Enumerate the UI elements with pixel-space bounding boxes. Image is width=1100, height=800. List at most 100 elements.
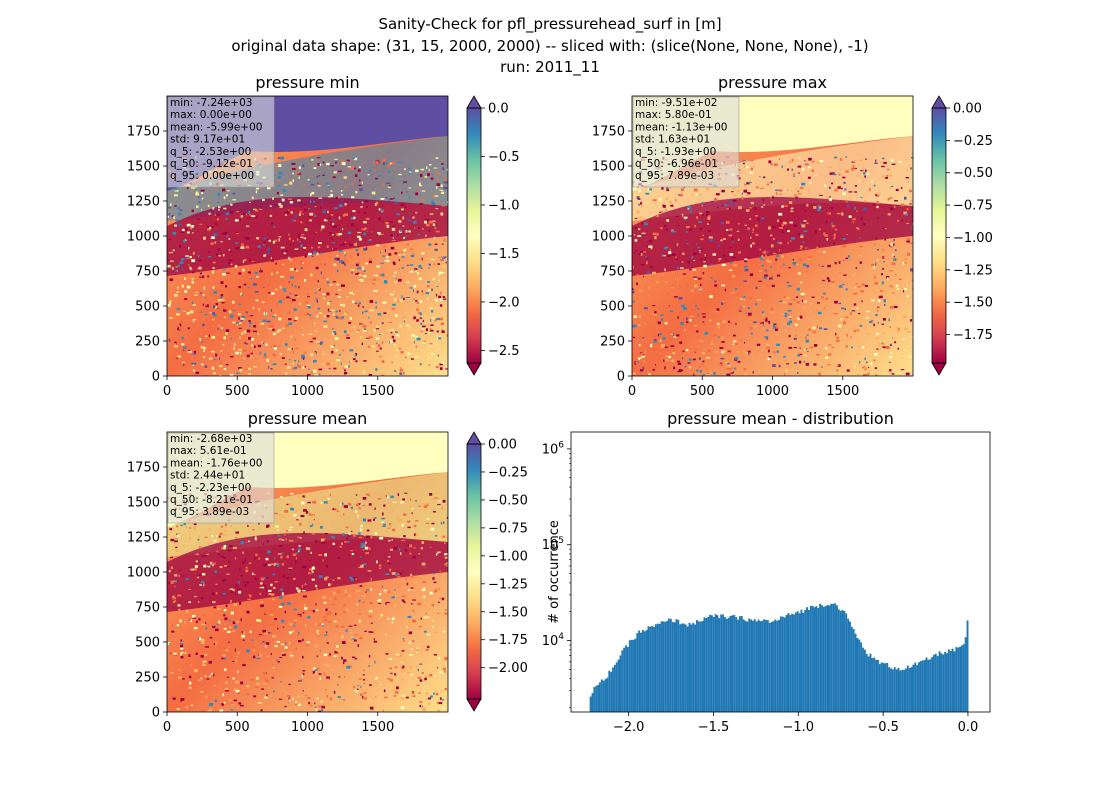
heatmap-pixel [199,643,201,647]
heatmap-pixel [759,248,762,251]
heatmap-pixel [794,362,797,364]
heatmap-pixel [297,236,301,239]
histogram-bar [796,611,799,712]
heatmap-pixel [314,291,317,294]
heatmap-pixel [315,708,318,712]
heatmap-pixel [282,327,285,329]
heatmap-pixel [868,188,871,191]
heatmap-pixel [319,312,322,314]
heatmap-pixel [289,181,293,185]
histogram-bar [641,629,644,712]
heatmap-pixel [357,688,359,691]
heatmap-pixel [238,367,242,370]
heatmap-pixel [646,345,651,348]
heatmap-pixel [269,205,272,207]
heatmap-pixel [178,223,182,227]
heatmap-pixel [204,536,208,538]
heatmap-pixel [363,328,367,330]
heatmap-pixel [335,161,338,164]
heatmap-pixel [876,348,879,350]
heatmap-pixel [304,279,306,282]
heatmap-pixel [297,237,299,241]
heatmap-pixel [327,308,330,312]
heatmap-pixel [262,319,267,322]
heatmap-pixel [285,211,290,214]
heatmap-pixel [805,336,807,339]
heatmap-pixel [911,336,913,338]
heatmap-pixel [281,250,283,253]
heatmap-pixel [245,692,250,696]
heatmap-pixel [435,299,438,302]
heatmap-pixel [208,212,211,215]
heatmap-pixel [274,512,278,515]
heatmap-pixel [431,604,435,607]
heatmap-pixel [638,344,641,347]
heatmap-pixel [665,281,667,284]
heatmap-pixel [394,595,397,598]
heatmap-pixel [791,158,794,162]
heatmap-pixel [745,193,749,197]
heatmap-pixel [278,203,282,206]
heatmap-pixel [761,217,765,220]
heatmap-pixel [170,709,174,712]
heatmap-pixel [401,650,405,652]
heatmap-pixel [291,219,294,222]
heatmap-pixel [763,204,765,206]
heatmap-pixel [193,669,198,673]
heatmap-pixel [222,232,226,235]
heatmap-pixel [888,174,893,177]
heatmap-pixel [418,553,421,555]
histogram-bar [653,626,655,712]
heatmap-pixel [411,647,413,651]
heatmap-pixel [271,663,274,665]
heatmap-pixel [400,622,402,624]
heatmap-pixel [232,192,236,195]
heatmap-pixel [788,342,790,345]
heatmap-pixel [699,228,703,230]
heatmap-pixel [693,252,697,256]
heatmap-pixel [199,546,202,549]
heatmap-pixel [297,536,301,538]
heatmap-pixel [362,311,364,315]
y-tick-label: 0 [617,370,625,385]
heatmap-pixel [246,364,249,366]
heatmap-pixel [392,690,396,692]
heatmap-pixel [220,241,223,243]
heatmap-pixel [390,234,394,237]
heatmap-pixel [212,625,216,629]
heatmap-pixel [892,337,894,339]
heatmap-pixel [272,573,276,576]
heatmap-pixel [324,608,328,611]
heatmap-pixel [706,211,710,214]
heatmap-pixel [423,215,426,217]
heatmap-pixel [419,300,423,303]
y-tick-label: 1250 [127,195,160,210]
heatmap-pixel [298,176,300,179]
heatmap-pixel [438,207,440,210]
heatmap-pixel [431,278,435,281]
colorbar-tick-label: −1.0 [488,198,520,213]
y-tick-label: 1250 [592,195,625,210]
heatmap-pixel [404,356,407,358]
heatmap-pixel [251,260,255,262]
heatmap-pixel [354,179,357,181]
histogram-bar [705,617,708,712]
heatmap-pixel [319,373,321,375]
heatmap-pixel [313,519,315,521]
heatmap-pixel [879,197,882,199]
heatmap-pixel [268,589,272,592]
heatmap-pixel [726,229,729,231]
heatmap-pixel [232,660,235,662]
heatmap-pixel [276,305,278,308]
heatmap-pixel [640,204,643,208]
heatmap-pixel [215,672,218,674]
heatmap-pixel [323,501,328,504]
heatmap-pixel [351,637,353,639]
heatmap-pixel [872,362,874,364]
heatmap-pixel [786,281,790,284]
heatmap-pixel [287,697,290,700]
heatmap-pixel [401,668,405,672]
heatmap-pixel [287,348,292,351]
heatmap-pixel [377,232,380,234]
heatmap-pixel [399,368,403,372]
